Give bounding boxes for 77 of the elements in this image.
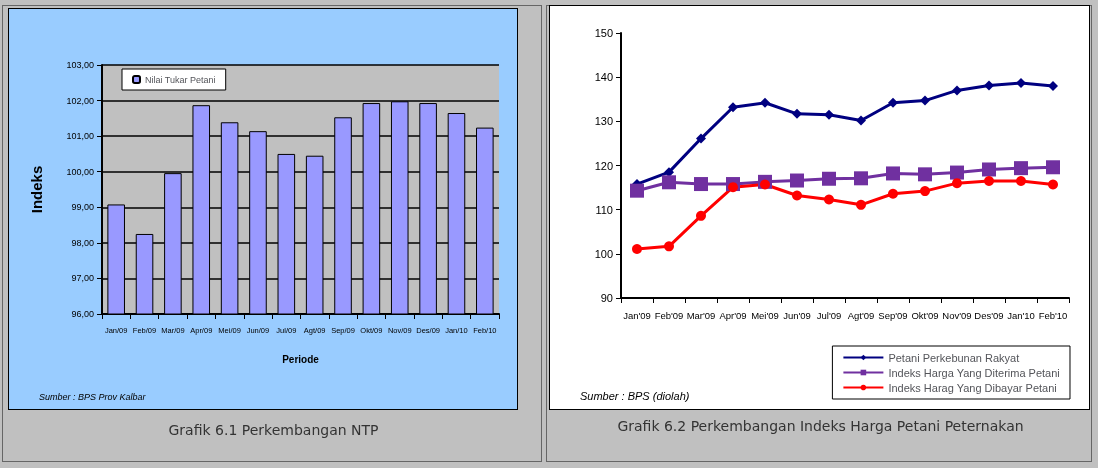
y-tick-label: 103,00 [66,60,94,70]
legend-label: Indeks Harga Yang Diterima Petani [888,366,1060,379]
legend-label: Nilai Tukar Petani [145,74,216,85]
y-tick-label: 96,00 [71,309,94,319]
x-tick-label: Des'09 [974,309,1004,321]
point [1048,179,1058,190]
y-tick-label: 110 [595,203,613,216]
y-tick-label: 150 [594,27,613,39]
y-tick-label: 120 [594,159,613,172]
point [728,102,738,113]
point [1014,161,1028,176]
y-tick-label: 102,00 [66,95,94,106]
x-tick-label: Okt'09 [911,309,939,321]
point [630,183,644,198]
point [792,190,802,201]
text: Sumber : BPS Prov Kalbar [39,391,147,402]
y-tick-label: 130 [594,115,613,128]
point [662,175,676,190]
point [694,177,708,192]
point [696,133,706,144]
point [886,166,900,181]
y-tick-label: 140 [594,71,613,84]
x-tick-label: Mar'09 [686,309,716,321]
point [950,165,964,180]
x-tick-label: Nov'09 [942,309,972,321]
text: Sumber : BPS (diolah) [580,389,690,402]
point [696,210,706,221]
point [854,171,868,186]
point [920,186,930,197]
x-tick-label: Jan'09 [623,309,651,321]
point [664,241,674,252]
x-tick-label: Apr'09 [719,309,747,321]
text: Grafik 6.1 Perkembangan NTP [167,422,380,439]
point [856,199,866,210]
x-axis-title: Periode [282,353,320,365]
x-tick-label: Feb'10 [1038,309,1068,321]
y-axis-title: Indeks [28,165,45,214]
point [824,194,834,205]
point [760,179,770,190]
x-tick-label: Agt'09 [847,309,875,321]
point [1016,77,1026,88]
point [632,243,642,254]
point [984,80,994,91]
point [952,85,962,96]
point [792,108,802,119]
point [952,178,962,189]
point [888,188,898,199]
x-tick-label: Feb'09 [654,309,684,321]
y-tick-label: 100,00 [66,166,94,177]
point [982,162,996,177]
point [790,173,804,188]
y-tick-label: 97,00 [71,273,94,284]
y-tick-label: 98,00 [71,237,94,248]
x-tick-label: Jan'10 [1007,309,1035,321]
x-tick-label: Jun'09 [783,309,811,321]
point [824,109,834,120]
point [984,175,994,186]
x-tick-label: Mei'09 [751,309,779,321]
legend-label: Petani Perkebunan Rakyat [888,351,1020,364]
point [760,97,770,108]
y-tick-label: 101,00 [66,131,94,142]
point [920,95,930,106]
point [1048,81,1058,91]
text: Grafik 6.2 Perkembangan Indeks Harga Petani Peternakan [616,418,1025,435]
y-tick-label: 100 [594,247,613,260]
y-tick-label: 99,00 [71,202,94,213]
point [822,171,836,186]
point [918,167,932,182]
point [856,115,866,126]
point [1046,160,1060,175]
point [888,97,898,108]
x-tick-label: Sep'09 [878,309,908,321]
y-tick-label: 90 [600,292,613,304]
point [1016,175,1026,186]
point [728,182,738,193]
legend-label: Indeks Harag Yang Dibayar Petani [888,381,1057,394]
x-tick-label: Jul'09 [816,309,842,321]
